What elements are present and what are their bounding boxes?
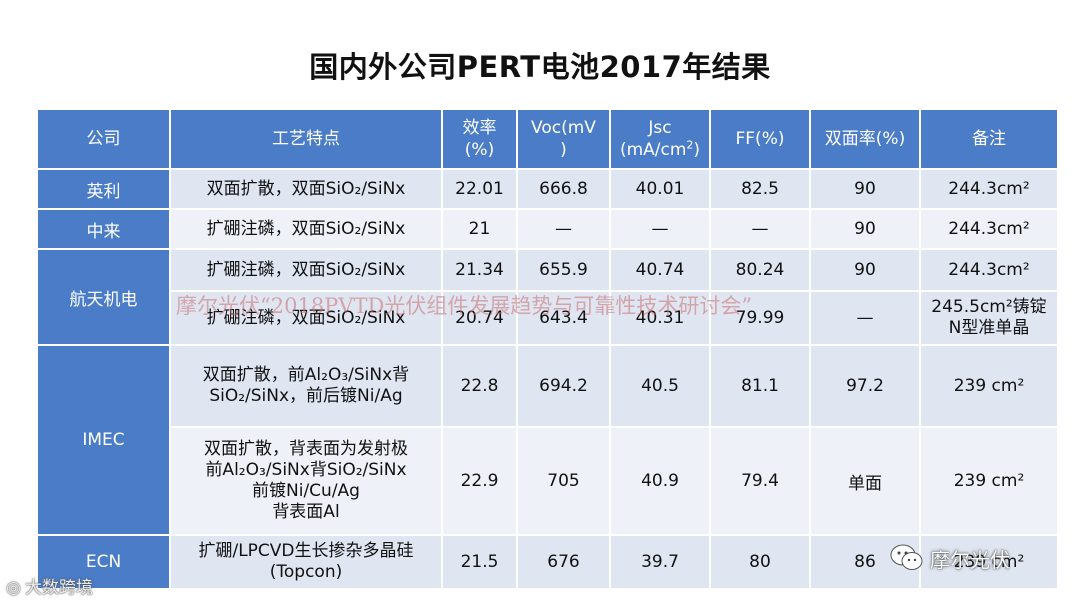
header-voc: Voc(mV) xyxy=(516,108,611,170)
efficiency-cell: 21.34 xyxy=(441,248,518,292)
efficiency-cell: 20.74 xyxy=(441,290,518,346)
process-cell: 扩硼/LPCVD生长掺杂多晶硅 (Topcon) xyxy=(169,534,443,590)
process-cell: 双面扩散，背表面为发射极 前Al₂O₃/SiNx背SiO₂/SiNx 前镀Ni/… xyxy=(169,426,443,536)
efficiency-cell: 21 xyxy=(441,208,518,250)
process-cell: 扩硼注磷，双面SiO₂/SiNx xyxy=(169,248,443,292)
voc-cell: 655.9 xyxy=(516,248,611,292)
note-cell: 239 cm² xyxy=(919,426,1059,536)
efficiency-cell: 22.01 xyxy=(441,168,518,210)
pert-results-table: 公司 工艺特点 效率 (%) Voc(mV) Jsc (mA/cm2) FF(%) … xyxy=(36,108,1059,590)
note-cell: 244.3cm² xyxy=(919,248,1059,292)
voc-cell: 694.2 xyxy=(516,344,611,428)
company-cell: IMEC xyxy=(36,344,171,536)
ff-cell: 82.5 xyxy=(709,168,811,210)
bifacial-cell: — xyxy=(809,290,921,346)
note-cell: 244.3cm² xyxy=(919,208,1059,250)
voc-cell: 643.4 xyxy=(516,290,611,346)
ff-cell: 79.4 xyxy=(709,426,811,536)
stamp-left-label: 大数跨境 xyxy=(24,578,93,598)
wechat-icon xyxy=(890,544,923,570)
bifacial-cell: 90 xyxy=(809,168,921,210)
process-line: 双面扩散，背表面为发射极 xyxy=(204,439,408,459)
jsc-cell: 40.01 xyxy=(609,168,711,210)
jsc-cell: 40.5 xyxy=(609,344,711,428)
table-row: 英利 双面扩散，双面SiO₂/SiNx 22.01 666.8 40.01 82… xyxy=(36,168,1059,210)
jsc-cell: 39.7 xyxy=(609,534,711,590)
header-jsc: Jsc (mA/cm2) xyxy=(609,108,711,170)
ff-cell: — xyxy=(709,208,811,250)
efficiency-cell: 22.8 xyxy=(441,344,518,428)
source-stamp-right: 摩尔光伏 xyxy=(890,543,1010,573)
process-cell: 扩硼注磷，双面SiO₂/SiNx xyxy=(169,208,443,250)
header-bifacial: 双面率(%) xyxy=(809,108,921,170)
table-row: 航天机电 扩硼注磷，双面SiO₂/SiNx 21.34 655.9 40.74 … xyxy=(36,248,1059,346)
ff-cell: 81.1 xyxy=(709,344,811,428)
note-cell: 244.3cm² xyxy=(919,168,1059,210)
ff-cell: 80 xyxy=(709,534,811,590)
voc-cell: 666.8 xyxy=(516,168,611,210)
process-cell: 双面扩散，前Al₂O₃/SiNx背SiO₂/SiNx，前后镀Ni/Ag xyxy=(169,344,443,428)
ff-cell: 79.99 xyxy=(709,290,811,346)
weibo-icon: ◎ xyxy=(6,578,21,598)
table-row: 扩硼注磷，双面SiO₂/SiNx 20.74 643.4 40.31 79.99… xyxy=(37,290,1059,346)
process-line: 扩硼/LPCVD生长掺杂多晶硅 xyxy=(198,541,414,561)
company-cell: 中来 xyxy=(36,208,171,250)
table-row: ECN 扩硼/LPCVD生长掺杂多晶硅 (Topcon) 21.5 676 39… xyxy=(36,534,1059,590)
efficiency-cell: 21.5 xyxy=(441,534,518,590)
jsc-cell: 40.74 xyxy=(609,248,711,292)
note-cell: 239 cm² xyxy=(919,534,1059,590)
note-cell: 239 cm² xyxy=(919,344,1059,428)
process-line: 前Al₂O₃/SiNx背SiO₂/SiNx xyxy=(205,460,407,480)
company-cell: 航天机电 xyxy=(36,248,171,346)
bifacial-cell: 97.2 xyxy=(809,344,921,428)
stamp-right-label: 摩尔光伏 xyxy=(930,547,1010,572)
ff-cell: 80.24 xyxy=(709,248,811,292)
header-efficiency: 效率 (%) xyxy=(441,108,518,170)
process-cell: 扩硼注磷，双面SiO₂/SiNx xyxy=(169,290,443,346)
bifacial-cell: 90 xyxy=(809,248,921,292)
voc-cell: 705 xyxy=(516,426,611,536)
process-line: 背表面Al xyxy=(272,502,340,522)
page-title: 国内外公司PERT电池2017年结果 xyxy=(309,50,771,84)
voc-cell: 676 xyxy=(516,534,611,590)
bifacial-cell: 90 xyxy=(809,208,921,250)
efficiency-cell: 22.9 xyxy=(441,426,518,536)
header-process: 工艺特点 xyxy=(169,108,443,170)
process-line: 前镀Ni/Cu/Ag xyxy=(252,481,360,501)
note-cell: 245.5cm²铸锭N型准单晶 xyxy=(919,290,1059,346)
voc-cell: — xyxy=(516,208,611,250)
company-cell: ECN xyxy=(36,534,171,590)
header-row: 公司 工艺特点 效率 (%) Voc(mV) Jsc (mA/cm2) FF(%) … xyxy=(36,108,1059,170)
header-ff: FF(%) xyxy=(709,108,811,170)
source-stamp-left: ◎ 大数跨境 xyxy=(6,573,93,598)
table-row: 中来 扩硼注磷，双面SiO₂/SiNx 21 — — — 90 244.3cm² xyxy=(36,208,1059,250)
header-note: 备注 xyxy=(919,108,1059,170)
header-company: 公司 xyxy=(36,108,171,170)
bifacial-cell: 单面 xyxy=(809,426,921,536)
jsc-cell: 40.9 xyxy=(609,426,711,536)
process-line: (Topcon) xyxy=(269,562,343,582)
company-cell: 英利 xyxy=(36,168,171,210)
jsc-cell: — xyxy=(609,208,711,250)
jsc-cell: 40.31 xyxy=(609,290,711,346)
process-cell: 双面扩散，双面SiO₂/SiNx xyxy=(169,168,443,210)
table-row: IMEC 双面扩散，前Al₂O₃/SiNx背SiO₂/SiNx，前后镀Ni/Ag… xyxy=(36,344,1059,536)
table-row: 双面扩散，背表面为发射极 前Al₂O₃/SiNx背SiO₂/SiNx 前镀Ni/… xyxy=(37,426,1059,536)
